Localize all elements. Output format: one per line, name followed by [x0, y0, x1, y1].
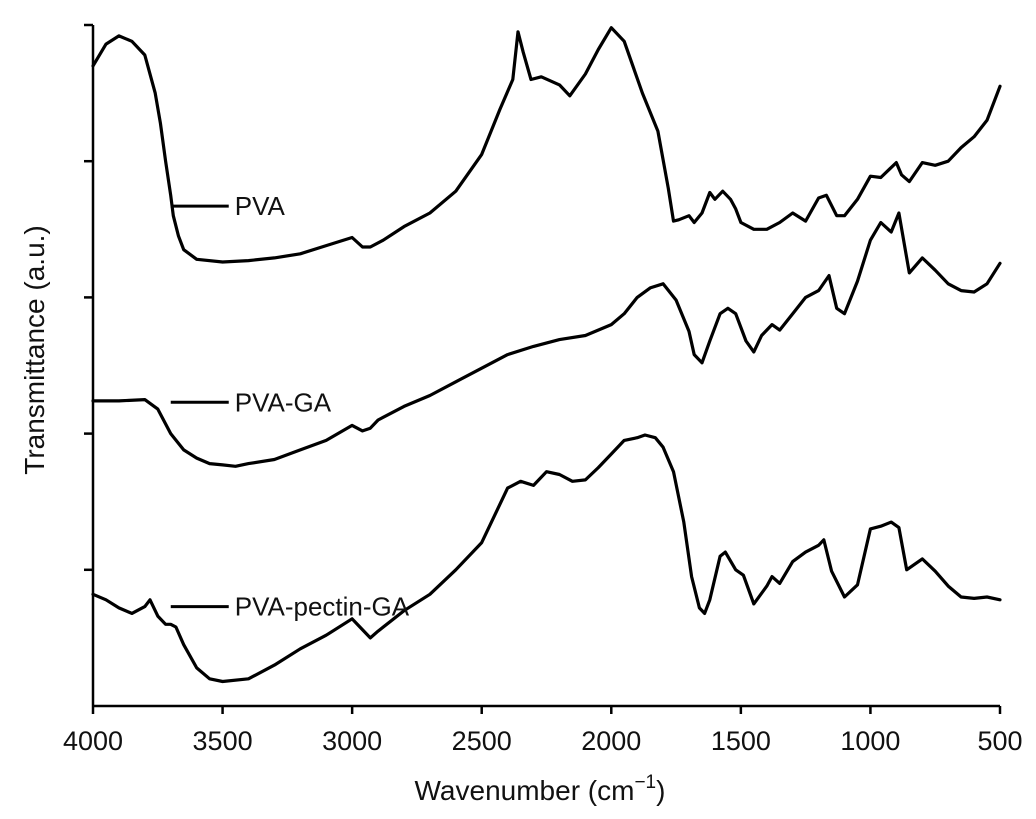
x-axis-title: Wavenumber (cm−1) — [415, 772, 666, 806]
x-tick-label: 4000 — [63, 726, 123, 756]
x-tick-label: 2000 — [581, 726, 641, 756]
series-line-pva-ga — [91, 211, 1002, 468]
x-tick-label: 2500 — [452, 726, 512, 756]
series-line-pva — [91, 26, 1002, 264]
series-line-pva-pectin-ga — [91, 433, 1002, 684]
x-axis-title-sup: −1 — [634, 772, 656, 793]
series-label-pva: PVA — [235, 191, 286, 221]
x-ticks: 4000 3500 3000 2500 2000 1500 1000 500 — [63, 706, 1023, 756]
x-tick-label: 3500 — [193, 726, 253, 756]
x-tick-label: 1000 — [840, 726, 900, 756]
series-label-pva-ga: PVA-GA — [235, 387, 332, 417]
y-axis-title: Transmittance (a.u.) — [19, 225, 50, 474]
series-labels: PVA PVA-GA PVA-pectin-GA — [170, 191, 410, 622]
x-axis-title-close: ) — [656, 775, 665, 806]
series-group — [91, 26, 1002, 684]
series-label-pva-pectin-ga: PVA-pectin-GA — [235, 592, 410, 622]
x-tick-label: 3000 — [322, 726, 382, 756]
x-tick-label: 1500 — [711, 726, 771, 756]
y-ticks — [84, 23, 93, 572]
x-tick-label: 500 — [977, 726, 1022, 756]
axes — [91, 25, 1000, 708]
